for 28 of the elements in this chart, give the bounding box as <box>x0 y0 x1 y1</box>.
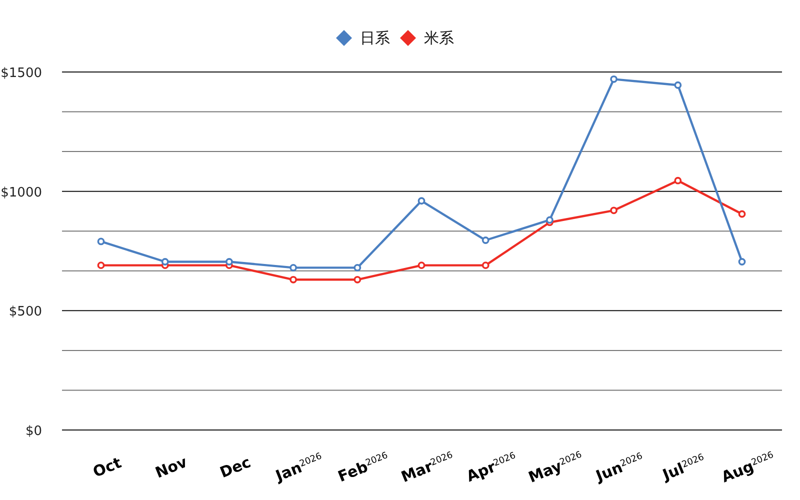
point <box>418 262 426 270</box>
y-tick-label: $0 <box>25 424 42 439</box>
point <box>674 176 682 184</box>
point <box>290 264 297 272</box>
x-tick-label: Dec <box>217 453 254 482</box>
x-tick-label: Oct <box>90 454 124 482</box>
point <box>97 238 105 246</box>
point <box>546 216 554 224</box>
point <box>354 276 362 284</box>
point <box>290 276 297 284</box>
legend-label: 米系 <box>424 29 454 47</box>
point <box>738 210 746 218</box>
point <box>161 258 169 266</box>
point <box>482 236 490 244</box>
point <box>97 262 105 270</box>
y-tick-label: $500 <box>8 304 42 320</box>
point <box>482 262 490 270</box>
point <box>418 197 426 205</box>
point <box>674 81 682 89</box>
y-tick-label: $1000 <box>0 185 42 200</box>
point <box>738 258 746 266</box>
point <box>226 258 233 266</box>
legend-label: 日系 <box>360 29 390 47</box>
point <box>354 264 362 272</box>
point <box>610 206 618 214</box>
y-tick-label: $1500 <box>0 66 42 81</box>
point <box>610 75 618 83</box>
x-tick-label: Nov <box>152 452 190 482</box>
